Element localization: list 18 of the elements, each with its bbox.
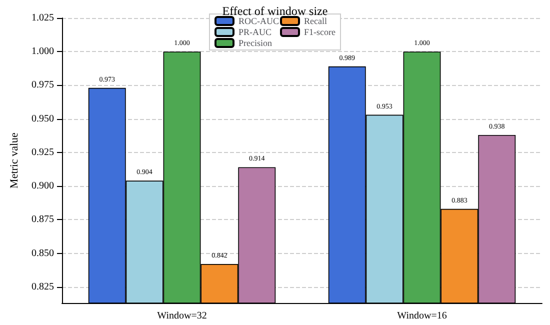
y-tick-label: 1.025 [32,12,54,24]
x-tick-label: Window=16 [397,310,447,322]
chart-title: Effect of window size [222,4,328,18]
legend-label: F1-score [304,27,336,37]
y-tick-label: 0.850 [32,248,54,259]
y-tick-label: 0.875 [32,214,54,226]
legend-label: PR-AUC [238,27,272,37]
legend-label: Recall [304,16,328,26]
y-axis-title: Metric value [8,132,20,188]
y-tick-label: 1.000 [32,46,54,58]
y-tick-label: 0.900 [32,180,54,192]
legend-label: Precision [238,38,272,48]
y-tick-label: 0.925 [32,146,54,158]
y-tick-label: 0.950 [32,113,54,124]
y-tick-label: 0.975 [32,80,54,91]
legend-label: ROC-AUC [238,16,280,26]
y-tick-label: 0.825 [32,281,54,292]
x-tick-label: Window=32 [157,310,207,322]
